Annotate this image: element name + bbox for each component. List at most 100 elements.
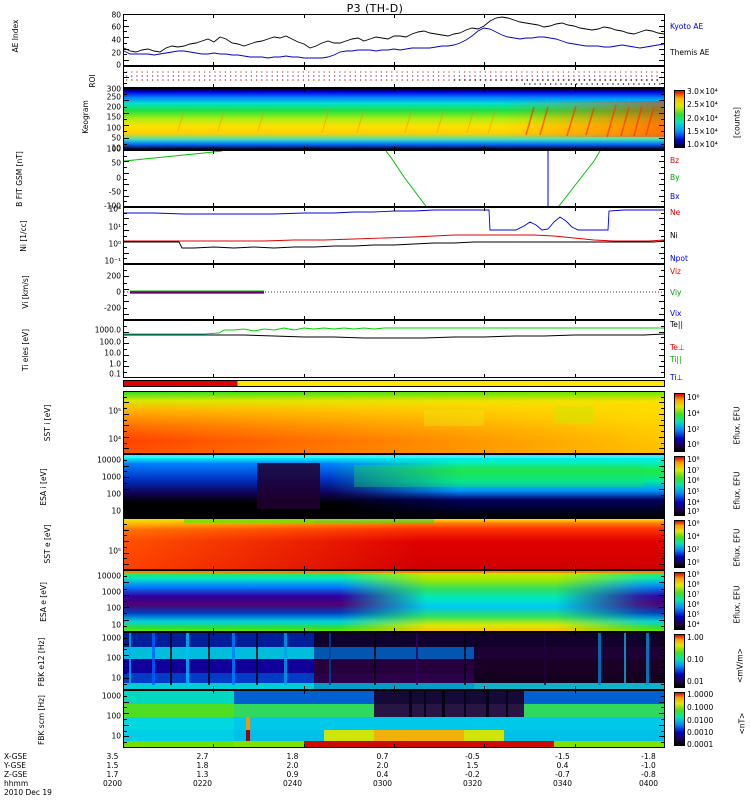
by-trace: [124, 151, 223, 162]
legend-viy: Viy: [670, 288, 682, 297]
axis-tick: [659, 530, 664, 531]
fbk-e12-colorbar-labels: 1.00 0.10 0.01: [687, 634, 750, 688]
axis-tick-x: [575, 151, 576, 154]
axis-tick: [661, 661, 664, 662]
axis-tick: [659, 173, 664, 174]
axis-tick: [661, 431, 664, 432]
axis-tick-x: [213, 89, 214, 92]
axis-tick-x: [394, 744, 395, 747]
axis-tick-x: [484, 89, 485, 92]
axis-tick: [661, 270, 664, 271]
axis-tick-x: [575, 392, 576, 395]
esa-ion-spectrogram: [124, 455, 664, 517]
sst-ele-yaxis: 10⁵ SST e [eV]: [0, 518, 123, 570]
keogram-arcs: [525, 104, 655, 138]
axis-tick-x: [304, 203, 305, 206]
axis-value: 2.7: [196, 752, 209, 761]
page-title: P3 (TH-D): [346, 2, 404, 15]
themis-ae-trace: [124, 27, 664, 59]
axis-tick-x: [394, 519, 395, 522]
axis-tick-x: [304, 571, 305, 574]
axis-tick: [124, 332, 129, 333]
axis-tick: [124, 512, 129, 513]
ytick: 60: [111, 22, 121, 32]
axis-tick: [124, 702, 129, 703]
date-label: 2010 Dec 19: [4, 788, 52, 797]
axis-row-label: Z-GSE: [4, 770, 28, 779]
axis-tick-x: [304, 15, 305, 18]
axis-tick-x: [575, 146, 576, 149]
axis-row-x-gse: X-GSE 3.5 2.7 1.8 0.7 -0.5 -1.5 -1.8: [0, 752, 750, 761]
axis-tick: [124, 713, 129, 714]
panel-ni: [123, 207, 665, 264]
axis-tick-x: [484, 744, 485, 747]
panel-roi: [123, 66, 665, 88]
axis-tick: [659, 161, 664, 162]
axis-tick: [124, 230, 129, 231]
panel-ae-index: [123, 14, 665, 66]
axis-tick: [124, 530, 129, 531]
axis-tick: [124, 276, 129, 277]
axis-tick: [661, 696, 664, 697]
ae-index-plot: [124, 15, 664, 65]
axis-tick: [661, 31, 664, 32]
legend-themis-ae: Themis AE: [670, 48, 710, 57]
sst-ele-colorbar-labels: 10⁶ 10⁴ 10² 10⁰: [687, 520, 750, 568]
legend-viz: Viz: [670, 267, 681, 276]
axis-tick-x: [304, 316, 305, 319]
ytick: 100: [106, 653, 121, 663]
ytick: 100: [106, 603, 121, 613]
b-fit-axis-title: B FIT GSM [nT]: [15, 151, 24, 207]
axis-tick-x: [213, 633, 214, 636]
axis-tick: [124, 402, 129, 403]
axis-tick: [124, 138, 129, 139]
sst-ion-spectrogram: [124, 392, 664, 453]
axis-tick: [124, 437, 129, 438]
esa-ion-colorbar: [674, 456, 685, 516]
axis-tick: [659, 343, 664, 344]
axis-tick-x: [484, 450, 485, 453]
cb-tick: 10²: [687, 425, 700, 434]
axis-value: 0.7: [376, 752, 389, 761]
axis-tick: [661, 638, 664, 639]
axis-tick-x: [575, 316, 576, 319]
axis-tick: [661, 397, 664, 398]
axis-tick-x: [304, 691, 305, 694]
axis-tick-x: [484, 686, 485, 689]
fbk-scm-spectrogram: [124, 691, 664, 747]
axis-tick-x: [394, 455, 395, 458]
ytick: 1.0: [109, 359, 121, 369]
axis-tick: [659, 667, 664, 668]
cb-tick: 0.0001: [687, 740, 714, 749]
cb-tick: 10⁶: [687, 600, 700, 609]
axis-tick: [124, 414, 129, 415]
axis-tick: [661, 742, 664, 743]
fbk-e12-streaks: [129, 633, 649, 685]
axis-tick: [661, 558, 664, 559]
cb-tick: 3.0×10⁴: [687, 87, 718, 96]
axis-tick-x: [304, 392, 305, 395]
axis-tick: [661, 649, 664, 650]
fbk-scm-axis-title: FBK scm [Hz]: [37, 695, 46, 745]
axis-tick: [659, 276, 664, 277]
axis-value: 2.0: [286, 761, 299, 770]
axis-tick: [661, 72, 664, 73]
axis-tick-x: [213, 392, 214, 395]
axis-tick: [124, 107, 127, 108]
fbk-scm-dark-region: [374, 691, 524, 717]
ytick: 10⁵: [108, 546, 121, 556]
axis-tick-x: [304, 450, 305, 453]
sst-ion-colorbar: [674, 393, 685, 452]
panel-keogram: [123, 88, 665, 150]
axis-tick-x: [304, 566, 305, 569]
axis-value: 2.0: [376, 761, 389, 770]
esa-ele-colorbar-labels: 10⁹ 10⁸ 10⁷ 10⁶ 10⁵ 10⁴: [687, 571, 750, 630]
axis-tick: [124, 218, 129, 219]
axis-tick: [124, 119, 127, 120]
axis-tick: [661, 43, 664, 44]
axis-tick-x: [484, 316, 485, 319]
axis-tick: [124, 355, 129, 356]
axis-tick: [661, 719, 664, 720]
axis-value: 1.7: [106, 770, 119, 779]
